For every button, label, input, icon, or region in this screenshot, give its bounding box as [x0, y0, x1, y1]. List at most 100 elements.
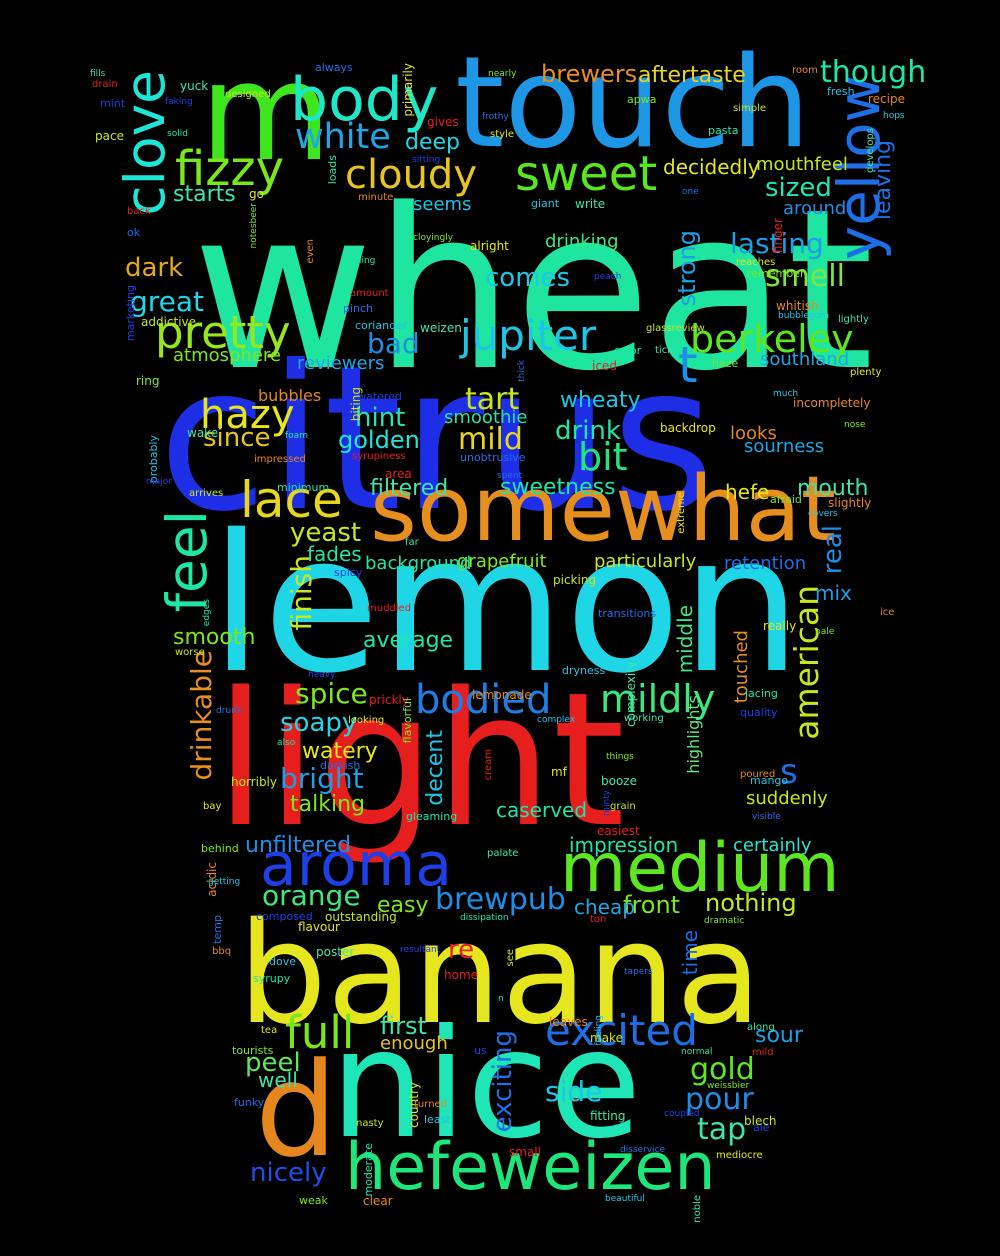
word-giant: giant	[531, 197, 560, 210]
word-complex: complex	[537, 715, 576, 725]
word-cloyingly: cloyingly	[413, 233, 454, 243]
word-working: working	[624, 713, 664, 724]
word-color: color	[614, 344, 642, 357]
word-pour: pour	[685, 1082, 754, 1117]
word-looking: looking	[348, 715, 385, 726]
word-easiest: easiest	[597, 824, 640, 838]
word-muddled: muddled	[367, 603, 412, 614]
word-cheap: cheap	[574, 895, 635, 919]
word-drinkable: drinkable	[185, 650, 218, 781]
word-reaches: reaches	[736, 257, 776, 268]
word-outstanding: outstanding	[325, 910, 397, 924]
word-aftertaste: aftertaste	[638, 63, 746, 88]
word-blech: blech	[744, 1114, 777, 1128]
word-pinch: pinch	[343, 302, 374, 315]
word-highlights: highlights	[684, 695, 703, 774]
word-alright: alright	[470, 239, 509, 253]
word-filtered: filtered	[370, 476, 449, 501]
word-fitting: fitting	[590, 1109, 626, 1123]
word-yeast: yeast	[290, 518, 362, 548]
word-t: t	[678, 336, 698, 394]
word-retention: retention	[724, 553, 807, 574]
word-background: background	[365, 553, 472, 574]
word-finish: finish	[285, 555, 318, 631]
word-bubbles: bubbles	[258, 386, 322, 405]
word-horribly: horribly	[231, 775, 277, 789]
word-bay: bay	[203, 801, 222, 812]
word-quality: quality	[740, 706, 778, 719]
word-n: n	[498, 994, 504, 1004]
word-unobtrusive: unobtrusive	[460, 451, 526, 464]
word-much: much	[773, 389, 799, 399]
word-gives: gives	[427, 115, 459, 129]
word-reviewers: reviewers	[297, 353, 385, 374]
word-comes: comes	[485, 263, 571, 293]
word-southland: southland	[760, 349, 850, 370]
word-calling: calling	[346, 256, 376, 266]
word-fizzy: fizzy	[175, 141, 285, 197]
word-mild: mild	[458, 422, 523, 457]
word-lemon: lemon	[210, 494, 802, 715]
word-normal: normal	[681, 1047, 713, 1057]
word-deep: deep	[405, 130, 460, 155]
word-transitions: transitions	[598, 607, 657, 620]
word-middle: middle	[673, 605, 697, 674]
word-caserved: caserved	[496, 798, 588, 822]
word-orange: orange	[262, 879, 361, 912]
word-dryness: dryness	[562, 664, 606, 677]
word-composed: composed	[256, 910, 313, 923]
word-incompletely: incompletely	[793, 396, 871, 410]
word-disservice: disservice	[620, 1145, 666, 1155]
word-great: great	[130, 285, 205, 318]
word-simple: simple	[733, 103, 767, 114]
word-funky: funky	[234, 1096, 265, 1109]
word-always: always	[315, 61, 353, 74]
word-one: one	[682, 187, 699, 197]
word-enough: enough	[380, 1033, 448, 1054]
word-syrupy: syrupy	[253, 972, 291, 985]
word-sitting: sitting	[412, 155, 441, 165]
word-biting: biting	[349, 387, 363, 422]
word-turned: turned	[414, 1099, 448, 1110]
word-notesbeer: notesbeer	[249, 203, 259, 249]
word-darkish: darkish	[320, 759, 361, 772]
word-nice: nice	[330, 998, 642, 1172]
word-fades: fades	[307, 542, 362, 566]
word-hefe: hefe	[725, 480, 770, 504]
word-unfiltered: unfiltered	[245, 833, 352, 858]
word-poured: poured	[740, 769, 776, 780]
word-impressed: impressed	[254, 454, 306, 465]
word-lightly: lightly	[838, 314, 869, 325]
word-clear: clear	[363, 1194, 393, 1208]
word-flavorful: flavorful	[401, 698, 414, 744]
word-pretty: pretty	[155, 306, 291, 359]
word-full: full	[285, 1006, 355, 1059]
word-dark: dark	[125, 253, 184, 283]
word-lasting: lasting	[730, 227, 824, 260]
word-designed: designed	[225, 89, 271, 100]
word-certainly: certainly	[733, 835, 812, 856]
word-nearly: nearly	[488, 69, 517, 79]
word-smell: smell	[765, 259, 845, 294]
word-soapy: soapy	[280, 708, 358, 738]
word-gold: gold	[690, 1052, 755, 1087]
word-gleaming: gleaming	[406, 810, 458, 823]
word-slightly: slightly	[828, 496, 872, 510]
word-mouth: mouth	[797, 476, 869, 501]
word-looks: looks	[730, 423, 777, 444]
word-haze: haze	[712, 357, 739, 370]
word-major: major	[146, 477, 172, 487]
word-moderate: moderate	[362, 1143, 375, 1197]
word-yuck: yuck	[180, 79, 209, 93]
word-bright: bright	[280, 762, 364, 795]
word-side: side	[545, 1075, 603, 1108]
word-plenty: plenty	[850, 367, 882, 378]
word-drink: drink	[555, 416, 621, 446]
word-mf: mf	[551, 765, 567, 779]
word-nothing: nothing	[705, 889, 797, 917]
word-light: light	[215, 652, 626, 868]
word-though: though	[820, 55, 927, 90]
word-also: also	[277, 738, 296, 748]
word-bad: bad	[367, 327, 420, 360]
